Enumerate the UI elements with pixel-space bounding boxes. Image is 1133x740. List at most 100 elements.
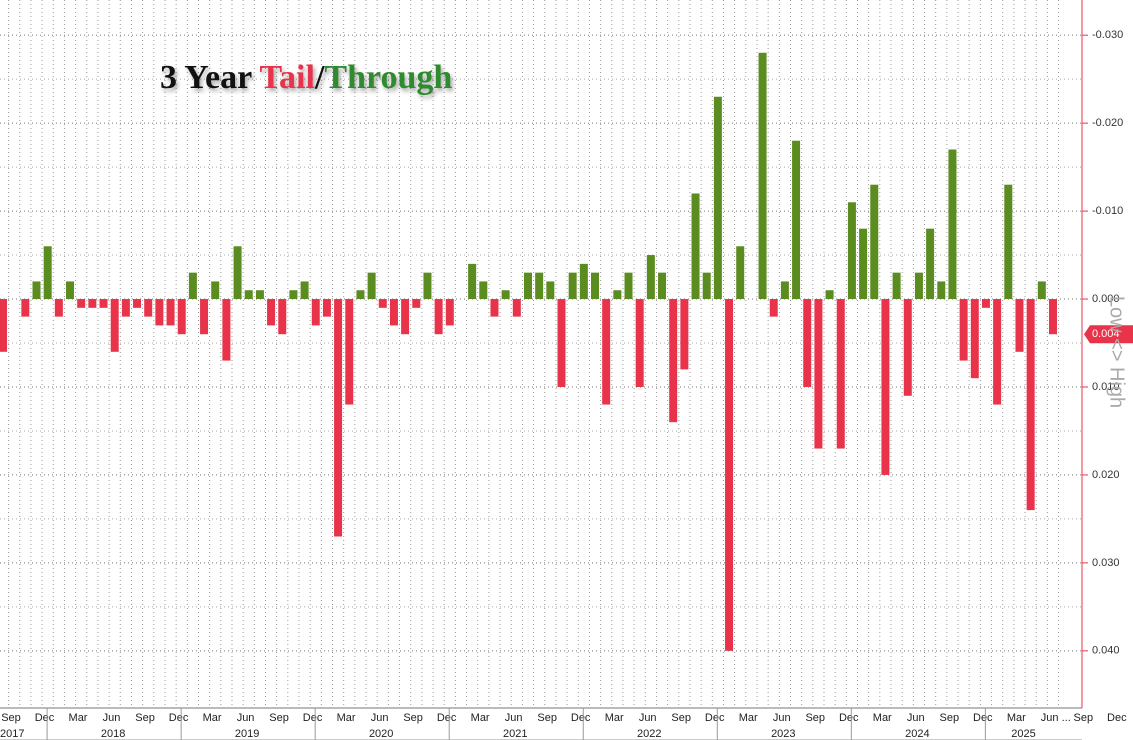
x-tick-label: Sep: [403, 712, 423, 724]
bar: [267, 299, 276, 326]
y-tick-label: 0.010: [1092, 381, 1120, 393]
bar: [769, 299, 778, 317]
x-tick-label: Jun: [505, 712, 523, 724]
bar: [948, 149, 957, 300]
bar: [981, 299, 990, 308]
bar: [389, 299, 398, 326]
last-value-marker: [1084, 325, 1133, 344]
bar: [110, 299, 119, 352]
x-tick-label: Jun: [103, 712, 121, 724]
x-tick-label: Dec: [571, 712, 591, 724]
x-tick-label: Sep: [269, 712, 289, 724]
x-tick-label: Dec: [1107, 712, 1127, 724]
bar: [345, 299, 354, 405]
bar: [43, 246, 52, 300]
chart-title: 3 Year Tail/Through: [160, 59, 452, 96]
x-tick-label: Sep: [1074, 712, 1094, 724]
x-tick-label: Dec: [839, 712, 859, 724]
bar: [970, 299, 979, 379]
y-tick-label: 0.040: [1092, 645, 1120, 657]
x-tick-label: Jun: [907, 712, 925, 724]
year-label: 2022: [637, 728, 661, 740]
bar: [423, 272, 432, 300]
bar: [546, 281, 555, 300]
bar: [568, 272, 577, 300]
bar: [1015, 299, 1024, 352]
bar: [803, 299, 812, 387]
x-tick-label: Mar: [337, 712, 356, 724]
y-axis-title: Low <> High: [1106, 296, 1128, 408]
bar: [836, 299, 845, 449]
x-tick-label: Mar: [1007, 712, 1026, 724]
x-tick-label: Jun: [237, 712, 255, 724]
year-label: 2018: [101, 728, 125, 740]
y-tick-label: -0.030: [1092, 29, 1123, 41]
bar: [847, 202, 856, 300]
x-tick-label: Sep: [537, 712, 557, 724]
bar: [937, 281, 946, 300]
x-tick-label: Dec: [303, 712, 323, 724]
bar: [155, 299, 164, 326]
bar: [646, 255, 655, 300]
year-label: 2023: [771, 728, 795, 740]
bar: [188, 272, 197, 300]
bar: [758, 52, 767, 300]
x-tick-label: Dec: [705, 712, 725, 724]
bar: [914, 272, 923, 300]
bar: [334, 299, 343, 537]
bar: [490, 299, 499, 317]
y-tick-label: 0.030: [1092, 557, 1120, 569]
bar: [903, 299, 912, 396]
bar: [21, 299, 30, 317]
y-tick-label: -0.020: [1092, 117, 1123, 129]
x-tick-label: Sep: [1, 712, 21, 724]
bar: [133, 299, 142, 308]
bar: [434, 299, 443, 335]
bar: [792, 140, 801, 300]
bar: [591, 272, 600, 300]
bar: [356, 290, 365, 300]
bar: [233, 246, 242, 300]
bar: [222, 299, 231, 361]
bar: [959, 299, 968, 361]
x-tick-label: Mar: [69, 712, 88, 724]
bar: [892, 272, 901, 300]
bar: [166, 299, 175, 326]
bar: [322, 299, 331, 317]
bar: [244, 290, 253, 300]
bar: [88, 299, 97, 308]
bar: [523, 272, 532, 300]
year-label: 2024: [905, 728, 929, 740]
bar: [1048, 299, 1057, 335]
bar: [624, 272, 633, 300]
x-tick-label: Mar: [873, 712, 892, 724]
x-tick-label: Jun: [773, 712, 791, 724]
x-tick-label: Dec: [973, 712, 993, 724]
bar: [702, 272, 711, 300]
year-label: 2025: [1011, 728, 1035, 740]
bar: [713, 96, 722, 300]
bar: [512, 299, 521, 317]
last-value-label: 0.004: [1092, 328, 1120, 340]
bar: [613, 290, 622, 300]
bar: [859, 228, 868, 300]
bar: [32, 281, 41, 300]
bar: [635, 299, 644, 387]
bar: [54, 299, 63, 317]
bar: [725, 299, 734, 651]
grid: [0, 0, 1082, 708]
x-tick-label: Sep: [135, 712, 155, 724]
bar: [669, 299, 678, 423]
bar: [602, 299, 611, 405]
year-label: 2020: [369, 728, 393, 740]
bar: [144, 299, 153, 317]
bar: [658, 272, 667, 300]
bar: [1037, 281, 1046, 300]
bar: [870, 184, 879, 300]
bar: [479, 281, 488, 300]
bar: [814, 299, 823, 449]
y-tick-label: 0.000: [1092, 293, 1120, 305]
bar: [300, 281, 309, 300]
bar: [378, 299, 387, 308]
